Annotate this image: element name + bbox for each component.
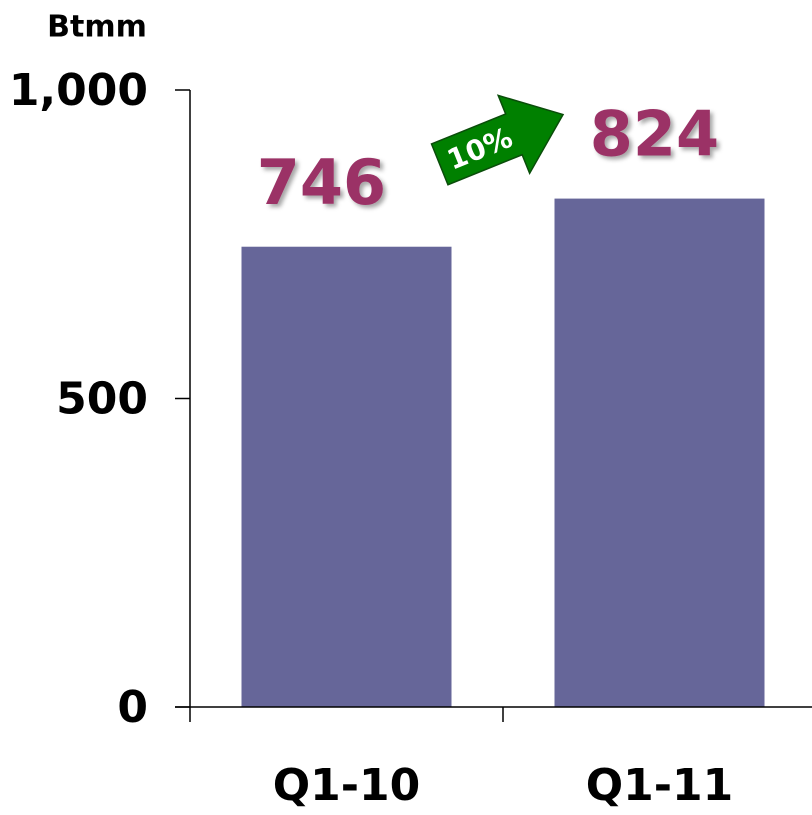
bar [241, 246, 452, 707]
x-tick-label: Q1-10 [273, 760, 421, 811]
x-tick-label: Q1-11 [586, 760, 734, 811]
y-tick-label: 0 [117, 682, 148, 733]
y-axis-label: Btmm [47, 10, 147, 45]
value-label: 746 [257, 146, 386, 219]
annotation-arrow: 10% [430, 94, 565, 186]
bar [554, 198, 765, 708]
value-label: 824 [590, 98, 719, 171]
y-tick-label: 500 [56, 374, 148, 425]
arrow-shape [430, 94, 565, 186]
y-tick-label: 1,000 [9, 65, 148, 116]
